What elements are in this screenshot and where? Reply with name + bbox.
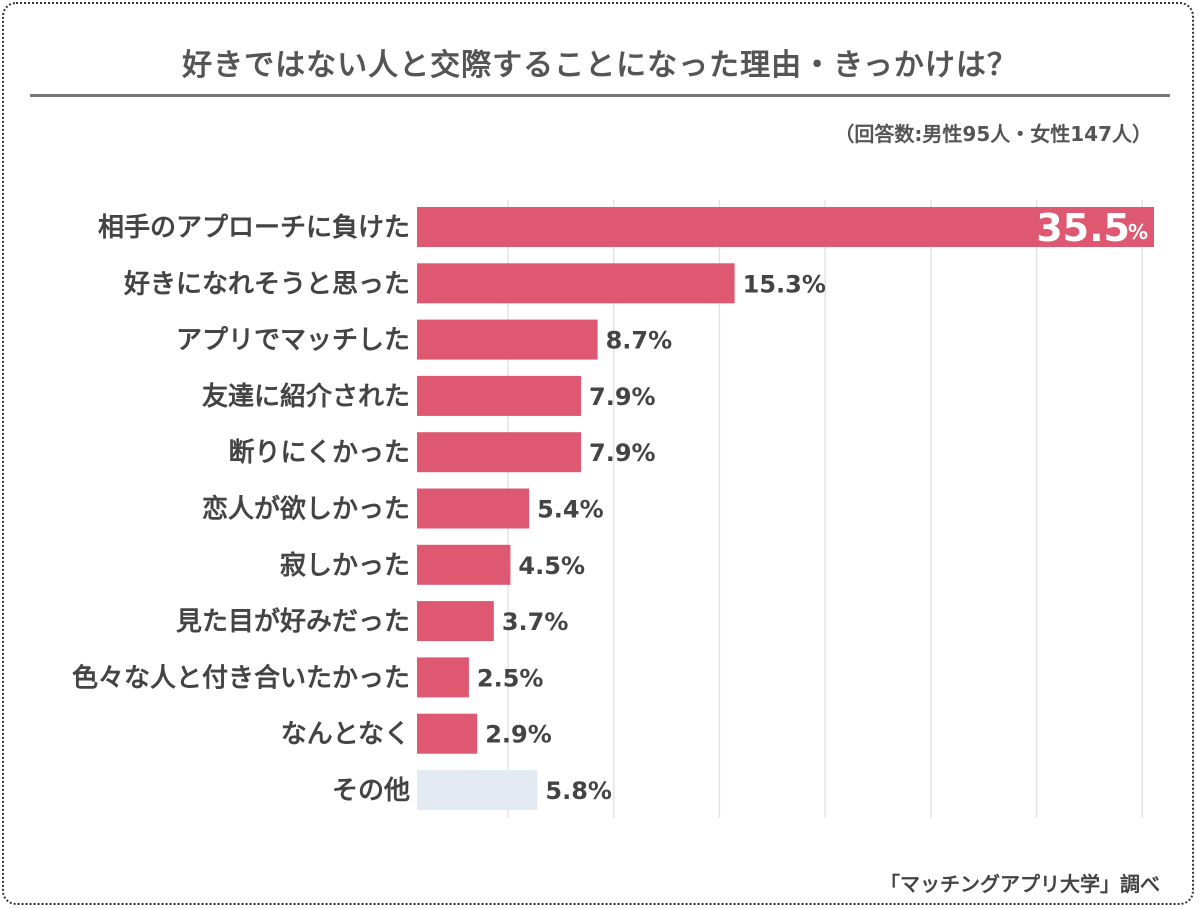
category-label: 寂しかった (280, 550, 410, 581)
bar (417, 207, 1154, 247)
bar (417, 263, 735, 304)
bar (417, 601, 494, 642)
bar (417, 657, 469, 698)
data-label: 2.5% (477, 664, 544, 692)
bar (417, 544, 511, 585)
category-label: 断りにくかった (229, 437, 410, 468)
data-label: 4.5% (518, 552, 585, 580)
bar (417, 432, 582, 473)
data-label: 5.8% (545, 777, 612, 805)
chart-source: 「マッチングアプリ大学」調べ (880, 872, 1160, 896)
category-label: 見た目が好みだった (176, 606, 410, 637)
data-label: 15.3% (743, 270, 826, 298)
category-label: 友達に紹介された (202, 381, 410, 412)
bar (417, 713, 478, 754)
category-label: その他 (332, 776, 410, 806)
category-label: アプリでマッチした (176, 326, 410, 356)
category-label: なんとなく (281, 720, 410, 750)
title-divider (30, 94, 1170, 97)
data-label: 8.7% (606, 327, 673, 355)
bar (417, 319, 598, 360)
chart-subtitle: （回答数:男性95人・女性147人） (834, 122, 1152, 146)
chart-title: 好きではない人と交際することになった理由・きっかけは？ (182, 48, 1018, 83)
data-label: 3.7% (502, 608, 569, 636)
data-label: 5.4% (537, 496, 604, 524)
bar (417, 375, 582, 416)
data-label: 35.5 (1036, 206, 1130, 250)
category-label: 好きになれそうと思った (123, 269, 410, 299)
bar (417, 488, 530, 529)
bar (417, 770, 538, 810)
data-label: 2.9% (485, 721, 552, 749)
category-label: 恋人が欲しかった (202, 494, 410, 525)
category-label: 相手のアプローチに負けた (98, 213, 410, 243)
data-label-unit: % (1128, 220, 1148, 244)
category-label: 色々な人と付き合いたかった (72, 662, 410, 693)
data-label: 7.9% (589, 439, 656, 467)
data-label: 7.9% (589, 383, 656, 411)
